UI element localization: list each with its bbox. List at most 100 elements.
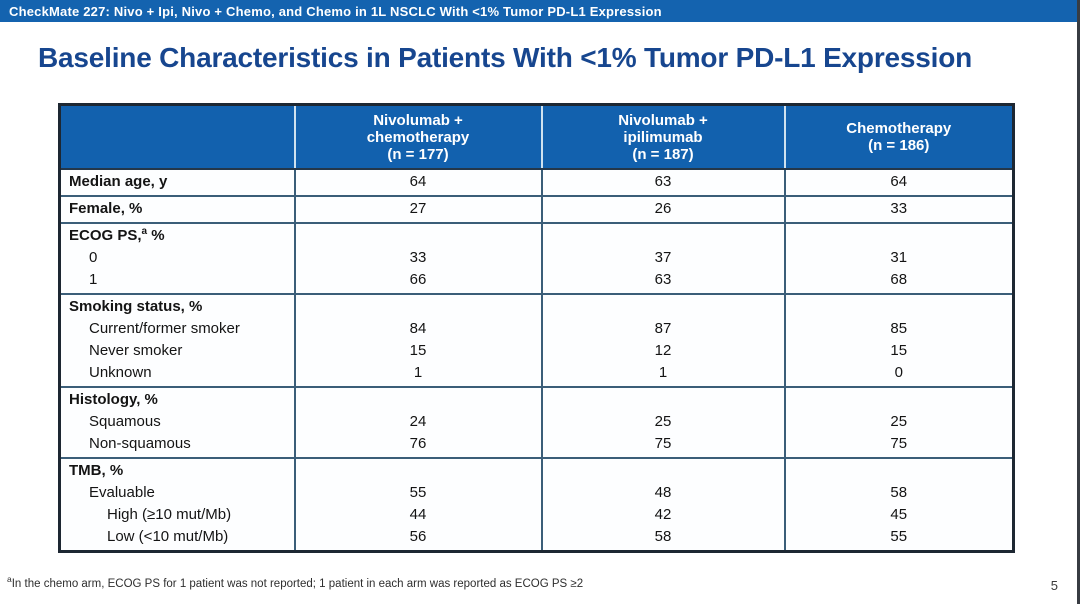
column-header-cell: Nivolumab + ipilimumab (n = 187)	[540, 104, 786, 170]
row-label-line: Female, %	[69, 200, 143, 217]
table-row: ECOG PS,a % 0 1 33 66 37 63 31 68	[58, 222, 1015, 295]
value-cell: 26	[540, 195, 786, 224]
value-cell: 37 63	[540, 222, 786, 295]
value-line: 68	[890, 271, 908, 288]
value-line	[543, 460, 784, 482]
row-label-cell: TMB, % Evaluable High (≥10 mut/Mb) Low (<10…	[58, 457, 296, 553]
column-header-line: Nivolumab +	[618, 111, 708, 129]
row-label-line: Squamous	[89, 413, 161, 430]
table-header-row: Nivolumab + chemotherapy (n = 177) Nivoluma…	[59, 104, 1015, 170]
value-line: 64	[890, 173, 908, 190]
value-cell: 84 15 1	[293, 293, 543, 388]
value-line	[296, 389, 541, 411]
baseline-characteristics-table-container: Nivolumab + chemotherapy (n = 177) Nivoluma…	[58, 103, 1015, 553]
header-empty-cell	[59, 104, 296, 170]
value-line: 0	[894, 364, 903, 381]
value-line	[543, 389, 784, 411]
value-line: 15	[890, 342, 908, 359]
value-line	[296, 296, 541, 318]
value-line: 64	[409, 173, 427, 190]
value-line: 37	[654, 249, 672, 266]
value-line: 1	[658, 364, 668, 381]
row-label-cell: ECOG PS,a % 0 1	[58, 222, 296, 295]
value-line: 75	[654, 435, 672, 452]
value-line	[296, 460, 541, 482]
value-line: 58	[654, 528, 672, 545]
footnote: aIn the chemo arm, ECOG PS for 1 patient…	[7, 575, 584, 590]
value-cell: 58 45 55	[783, 457, 1015, 553]
row-label-line: 0	[89, 249, 98, 266]
value-line: 63	[654, 271, 672, 288]
column-header-line: Chemotherapy	[846, 120, 952, 137]
value-cell: 85 15 0	[783, 293, 1015, 388]
column-header-cell: Nivolumab + chemotherapy (n = 177)	[293, 104, 543, 170]
value-line: 75	[890, 435, 908, 452]
value-cell: 55 44 56	[293, 457, 543, 553]
value-line: 33	[890, 200, 908, 217]
baseline-characteristics-table: Nivolumab + chemotherapy (n = 177) Nivoluma…	[58, 103, 1015, 553]
row-label-cell: Median age, y	[58, 168, 296, 197]
value-cell: 48 42 58	[540, 457, 786, 553]
value-line: 55	[890, 528, 908, 545]
row-label-line: Non-squamous	[89, 435, 191, 452]
value-line: 48	[654, 484, 672, 501]
value-line: 25	[654, 413, 672, 430]
value-cell: 33 66	[293, 222, 543, 295]
value-line: 66	[409, 271, 427, 288]
row-label-line: High (≥10 mut/Mb)	[107, 506, 232, 523]
value-line: 12	[654, 342, 672, 359]
value-cell: 64	[783, 168, 1015, 197]
row-label-line: Never smoker	[89, 342, 183, 359]
slide-header-bar: CheckMate 227: Nivo + Ipi, Nivo + Chemo,…	[0, 0, 1080, 22]
value-line: 58	[890, 484, 908, 501]
value-cell: 27	[293, 195, 543, 224]
header-bar-text: CheckMate 227: Nivo + Ipi, Nivo + Chemo,…	[9, 3, 662, 19]
value-line: 33	[409, 249, 427, 266]
value-line: 24	[409, 413, 427, 430]
value-cell: 24 76	[293, 386, 543, 459]
value-line: 84	[409, 320, 427, 337]
value-line	[296, 225, 541, 247]
value-line	[786, 225, 1013, 247]
column-header-line: (n = 186)	[868, 137, 930, 154]
table-row: Median age, y 64 63 64	[58, 168, 1015, 197]
value-line: 42	[654, 506, 672, 523]
table-header: Nivolumab + chemotherapy (n = 177) Nivoluma…	[59, 104, 1015, 170]
value-cell: 25 75	[783, 386, 1015, 459]
value-cell: 31 68	[783, 222, 1015, 295]
row-label-line: Evaluable	[89, 484, 155, 501]
value-line: 44	[409, 506, 427, 523]
row-label-line: Histology, %	[69, 391, 158, 408]
value-cell: 64	[293, 168, 543, 197]
value-line	[786, 296, 1013, 318]
value-line: 56	[409, 528, 427, 545]
value-line: 76	[409, 435, 427, 452]
value-line	[786, 460, 1013, 482]
value-line: 55	[409, 484, 427, 501]
value-line	[786, 389, 1013, 411]
row-label-line: Current/former smoker	[89, 320, 240, 337]
page-title: Baseline Characteristics in Patients Wit…	[38, 42, 973, 73]
footnote-marker: a	[7, 574, 12, 585]
value-line: 25	[890, 413, 908, 430]
value-cell: 25 75	[540, 386, 786, 459]
column-header-line: chemotherapy	[366, 128, 470, 146]
column-header-line: (n = 177)	[387, 145, 449, 163]
value-line: 63	[654, 173, 672, 190]
column-header-line: ipilimumab	[623, 128, 703, 146]
value-line: 27	[409, 200, 427, 217]
row-label-line: Low (<10 mut/Mb)	[107, 528, 229, 545]
value-line: 31	[890, 249, 908, 266]
row-label-cell: Female, %	[58, 195, 296, 224]
value-line: 15	[409, 342, 427, 359]
row-label-line: Median age, y	[69, 173, 168, 190]
row-label-cell: Histology, % Squamous Non-squamous	[58, 386, 296, 459]
table-row: TMB, % Evaluable High (≥10 mut/Mb) Low (<10…	[58, 457, 1015, 553]
value-line: 87	[654, 320, 672, 337]
row-label-cell: Smoking status, % Current/former smoker Ne…	[58, 293, 296, 388]
table-row: Female, % 27 26 33	[58, 195, 1015, 224]
value-line	[543, 225, 784, 247]
value-line: 45	[890, 506, 908, 523]
footnote-text: In the chemo arm, ECOG PS for 1 patient …	[11, 578, 584, 590]
column-header-line: Nivolumab +	[373, 111, 463, 129]
